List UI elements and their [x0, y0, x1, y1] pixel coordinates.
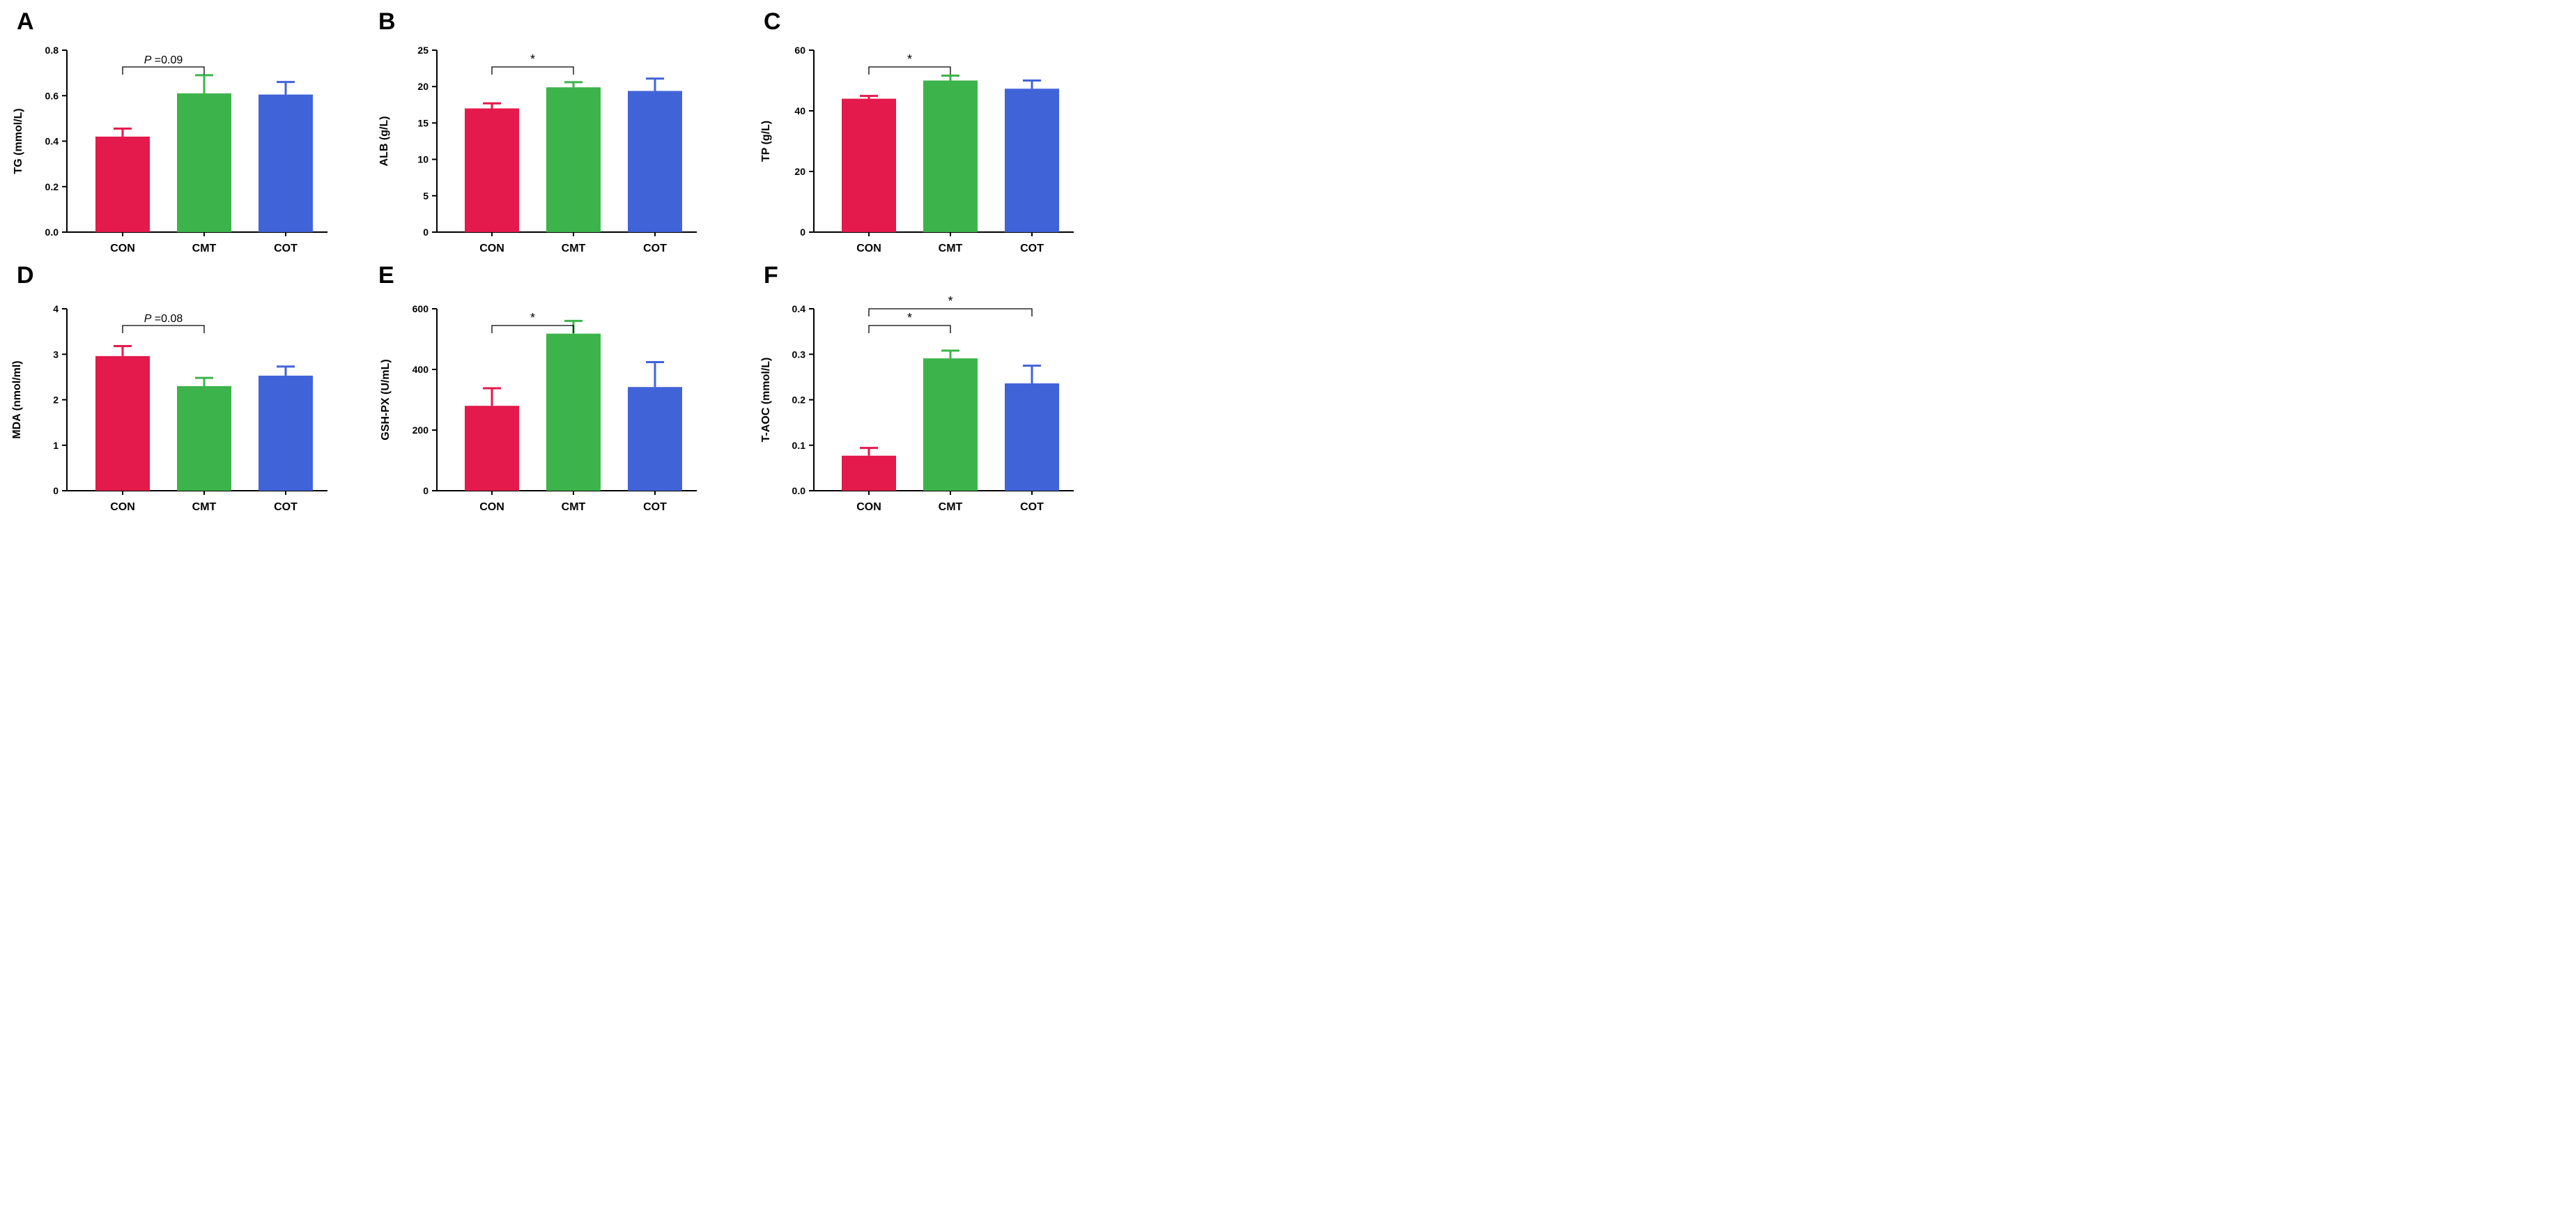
bar-con	[842, 455, 896, 491]
bar-cot	[259, 94, 313, 232]
y-axis-label: MDA (nmol/ml)	[11, 360, 23, 438]
x-tick-label: CON	[856, 501, 881, 513]
y-tick-label: 0.3	[792, 349, 806, 360]
bar-con	[95, 355, 150, 491]
y-tick-label: 0	[423, 485, 429, 496]
bar-con	[465, 108, 519, 232]
y-tick-label: 200	[412, 424, 429, 436]
x-tick-label: CMT	[562, 243, 586, 254]
y-tick-label: 0.6	[45, 90, 59, 101]
y-axis-label: GSH-PX (U/mL)	[380, 359, 392, 440]
y-tick-label: 0.8	[45, 45, 59, 56]
y-tick-label: 400	[412, 364, 429, 375]
y-tick-label: 4	[53, 303, 59, 314]
bar-cmt	[177, 385, 231, 491]
significance-label: *	[948, 294, 952, 308]
figure-canvas: A TG (mmol/L) 0.0 0.2 0.4 0.6 0.8 CON CMT COT P =0…	[0, 0, 1093, 519]
y-axis-label: TG (mmol/L)	[13, 108, 24, 174]
significance-label: P =0.08	[144, 313, 183, 325]
panel-letter: C	[764, 8, 781, 35]
significance-bracket	[122, 66, 205, 75]
x-tick-label: CON	[110, 243, 135, 254]
y-axis-label: ALB (g/L)	[378, 116, 390, 167]
y-tick-label: 0.4	[792, 303, 806, 314]
bar-cmt	[546, 87, 601, 232]
bar-cmt	[546, 333, 601, 491]
bar-con	[465, 406, 519, 491]
y-tick-label: 0	[423, 227, 429, 238]
x-tick-label: CMT	[192, 501, 217, 513]
x-tick-label: COT	[274, 243, 298, 254]
y-tick-label: 60	[794, 45, 805, 56]
bar-cot	[1005, 89, 1059, 233]
x-tick-label: CMT	[192, 243, 217, 254]
x-tick-label: CMT	[562, 501, 586, 513]
y-tick-label: 2	[53, 395, 59, 406]
chart-panel-d: D MDA (nmol/ml) 0 1 2 3 4 CON CMT COT P =0.08	[11, 262, 327, 513]
x-tick-label: COT	[643, 243, 667, 254]
significance-bracket	[122, 325, 205, 333]
x-tick-label: CON	[479, 243, 504, 254]
bar-cot	[628, 387, 682, 491]
bar-cot	[1005, 383, 1059, 491]
y-tick-label: 0	[53, 485, 59, 496]
x-tick-label: COT	[274, 501, 298, 513]
bar-con	[842, 98, 896, 232]
y-tick-label: 0.2	[792, 395, 806, 406]
bar-cmt	[923, 80, 978, 232]
y-tick-label: 0.0	[792, 485, 806, 496]
y-axis-label: T-AOC (mmol/L)	[760, 358, 772, 443]
figure-svg: A TG (mmol/L) 0.0 0.2 0.4 0.6 0.8 CON CMT COT P =0…	[11, 8, 1074, 513]
bar-con	[95, 136, 150, 232]
y-tick-label: 600	[412, 303, 429, 314]
panel-letter: D	[17, 262, 34, 289]
x-tick-label: CON	[110, 501, 135, 513]
significance-label: *	[530, 311, 535, 325]
significance-bracket	[868, 325, 951, 333]
bar-cmt	[177, 93, 231, 232]
y-tick-label: 0.0	[45, 227, 59, 238]
y-tick-label: 5	[423, 190, 429, 201]
bar-cot	[259, 375, 313, 491]
y-tick-label: 25	[417, 45, 429, 56]
x-tick-label: COT	[1020, 243, 1044, 254]
y-tick-label: 40	[794, 105, 805, 116]
y-tick-label: 0.2	[45, 181, 59, 192]
chart-panel-e: E GSH-PX (U/mL) 0 200 400 600 CON CMT COT *	[378, 262, 697, 513]
panel-letter: E	[378, 262, 394, 289]
x-tick-label: COT	[1020, 501, 1044, 513]
chart-panel-c: C TP (g/L) 0 20 40 60 CON CMT COT *	[760, 8, 1074, 254]
significance-bracket	[491, 66, 574, 75]
x-tick-label: CMT	[939, 243, 963, 254]
significance-bracket	[868, 66, 951, 75]
panel-letter: A	[17, 8, 34, 35]
y-axis-label: TP (g/L)	[760, 121, 772, 162]
chart-panel-f: F T-AOC (mmol/L) 0.0 0.1 0.2 0.3 0.4 CON CMT COT *…	[760, 262, 1074, 513]
chart-panel-b: B ALB (g/L) 0 5 10 15 20 25 CON CMT COT *	[378, 8, 697, 254]
significance-bracket	[491, 325, 574, 333]
y-tick-label: 0.1	[792, 440, 806, 451]
significance-bracket	[868, 308, 1033, 316]
y-tick-label: 0.4	[45, 136, 59, 147]
y-tick-label: 20	[794, 166, 805, 177]
significance-label: *	[530, 52, 535, 66]
x-tick-label: CON	[856, 243, 881, 254]
y-tick-label: 3	[53, 349, 59, 360]
y-tick-label: 0	[800, 227, 805, 238]
chart-panel-a: A TG (mmol/L) 0.0 0.2 0.4 0.6 0.8 CON CMT COT P =0…	[13, 8, 327, 254]
y-tick-label: 20	[417, 81, 429, 92]
bar-cot	[628, 91, 682, 232]
y-tick-label: 10	[417, 154, 429, 165]
significance-label: *	[907, 52, 912, 66]
bar-cmt	[923, 358, 978, 491]
x-tick-label: CON	[479, 501, 504, 513]
panel-letter: B	[378, 8, 396, 35]
y-tick-label: 1	[53, 440, 59, 451]
x-tick-label: CMT	[939, 501, 963, 513]
x-tick-label: COT	[643, 501, 667, 513]
y-tick-label: 15	[417, 117, 429, 128]
panel-letter: F	[764, 262, 778, 289]
significance-label: *	[907, 311, 912, 325]
significance-label: P =0.09	[144, 54, 183, 66]
